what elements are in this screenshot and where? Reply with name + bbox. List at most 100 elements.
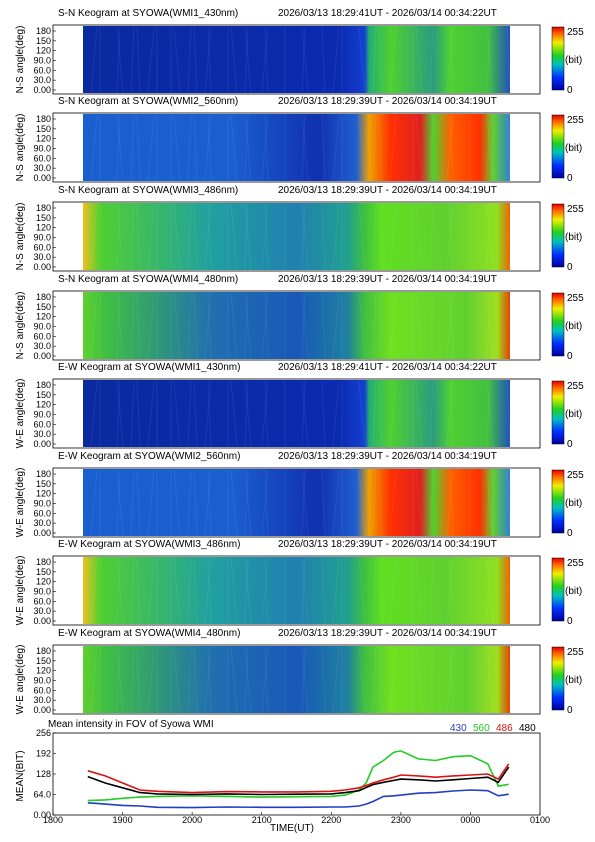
colorbar-max: 255 [567,115,584,126]
keogram-image [83,469,510,536]
mean-intensity-panel: Mean intensity in FOV of Syowa WMI 430 5… [15,719,550,834]
x-tick-label: 2200 [321,815,341,825]
keogram-time-range: 2026/03/13 18:29:39UT - 2026/03/14 00:34… [278,451,497,462]
angle-tick-label: 60.0 [33,331,51,341]
keogram-panel-4: S-N Keogram at SYOWA(WMI4_480nm) 2026/03/… [15,274,584,362]
angle-tick-label: 120 [36,577,51,587]
line-chart-frame [52,732,541,816]
angle-tick-label: 0.00 [33,528,51,538]
angle-tick-label: 120 [36,46,51,56]
keogram-image [83,646,510,713]
legend-430: 430 [450,723,467,734]
colorbar-max: 255 [567,27,584,38]
colorbar-min: 0 [567,85,573,96]
y-tick-label: 128 [36,769,51,779]
keogram-title: S-N Keogram at SYOWA(WMI4_480nm) [58,274,238,285]
angle-tick-label: 120 [36,400,51,410]
angle-tick-label: 120 [36,223,51,233]
keogram-panel-8: E-W Keogram at SYOWA(WMI4_480nm) 2026/03/… [15,628,584,716]
colorbar-min: 0 [567,705,573,716]
y-tick-label: 64.0 [33,790,51,800]
keogram-panel-1: S-N Keogram at SYOWA(WMI1_430nm) 2026/03/… [15,8,584,96]
colorbar [551,469,565,534]
angle-tick-label: 90.0 [33,56,51,66]
line-chart-title: Mean intensity in FOV of Syowa WMI [48,719,214,730]
keogram-ylabel: N-S angle(deg) [15,114,26,182]
keogram-ylabel: N-S angle(deg) [15,26,26,94]
colorbar-unit: (bit) [565,143,582,154]
keogram-time-range: 2026/03/13 18:29:41UT - 2026/03/14 00:34… [278,362,497,373]
colorbar-unit: (bit) [565,675,582,686]
angle-tick-label: 180 [36,114,51,124]
keogram-image [83,380,510,447]
angle-tick-label: 30.0 [33,252,51,262]
angle-tick-label: 60.0 [33,508,51,518]
angle-tick-label: 30.0 [33,163,51,173]
angle-tick-label: 180 [36,203,51,213]
line-chart-xlabel: TIME(UT) [270,823,314,834]
angle-tick-label: 150 [36,567,51,577]
colorbar-min: 0 [567,439,573,450]
angle-tick-label: 150 [36,479,51,489]
colorbar-unit: (bit) [565,586,582,597]
colorbar [551,114,565,179]
colorbar-unit: (bit) [565,232,582,243]
angle-tick-label: 120 [36,666,51,676]
colorbar-max: 255 [567,470,584,481]
angle-tick-label: 150 [36,390,51,400]
keogram-title: S-N Keogram at SYOWA(WMI3_486nm) [58,185,238,196]
keogram-time-range: 2026/03/13 18:29:41UT - 2026/03/14 00:34… [278,8,497,19]
keogram-title: E-W Keogram at SYOWA(WMI1_430nm) [58,362,240,373]
keogram-panel-6: E-W Keogram at SYOWA(WMI2_560nm) 2026/03/… [15,451,584,539]
angle-tick-label: 90.0 [33,676,51,686]
y-tick-label: 256 [36,728,51,738]
keogram-ylabel: W-E angle(deg) [15,556,26,626]
keogram-image [83,203,510,270]
angle-tick-label: 90.0 [33,322,51,332]
angle-tick-label: 180 [36,26,51,36]
angle-tick-label: 60.0 [33,242,51,252]
angle-tick-label: 180 [36,380,51,390]
colorbar [551,26,565,91]
colorbar-unit: (bit) [565,498,582,509]
colorbar-min: 0 [567,173,573,184]
angle-tick-label: 0.00 [33,85,51,95]
keogram-panels: S-N Keogram at SYOWA(WMI1_430nm) 2026/03/… [15,8,584,716]
colorbar [551,557,565,622]
x-tick-label: 0000 [460,815,480,825]
angle-tick-label: 180 [36,469,51,479]
keogram-ylabel: N-S angle(deg) [15,203,26,271]
angle-tick-label: 180 [36,646,51,656]
keogram-time-range: 2026/03/13 18:29:39UT - 2026/03/14 00:34… [278,274,497,285]
angle-tick-label: 60.0 [33,419,51,429]
colorbar-min: 0 [567,262,573,273]
angle-tick-label: 30.0 [33,341,51,351]
series-line-430 [87,789,509,809]
colorbar [551,380,565,445]
x-tick-label: 2100 [252,815,272,825]
angle-tick-label: 120 [36,489,51,499]
colorbar-max: 255 [567,293,584,304]
angle-tick-label: 150 [36,124,51,134]
colorbar-min: 0 [567,528,573,539]
angle-tick-label: 0.00 [33,705,51,715]
colorbar-max: 255 [567,558,584,569]
colorbar-min: 0 [567,616,573,627]
angle-tick-label: 0.00 [33,262,51,272]
angle-tick-label: 90.0 [33,410,51,420]
keogram-panel-3: S-N Keogram at SYOWA(WMI3_486nm) 2026/03/… [15,185,584,273]
colorbar-max: 255 [567,381,584,392]
colorbar-unit: (bit) [565,321,582,332]
keogram-ylabel: N-S angle(deg) [15,292,26,360]
keogram-title: S-N Keogram at SYOWA(WMI2_560nm) [58,96,238,107]
y-tick-label: 0.00 [33,810,51,820]
angle-tick-label: 90.0 [33,144,51,154]
keogram-image [83,26,510,93]
keogram-time-range: 2026/03/13 18:29:39UT - 2026/03/14 00:34… [278,628,497,639]
keogram-panel-2: S-N Keogram at SYOWA(WMI2_560nm) 2026/03/… [15,96,584,184]
keogram-title: E-W Keogram at SYOWA(WMI3_486nm) [58,539,240,550]
angle-tick-label: 90.0 [33,233,51,243]
keogram-title: S-N Keogram at SYOWA(WMI1_430nm) [58,8,238,19]
colorbar-max: 255 [567,647,584,658]
x-tick-label: 1900 [113,815,133,825]
